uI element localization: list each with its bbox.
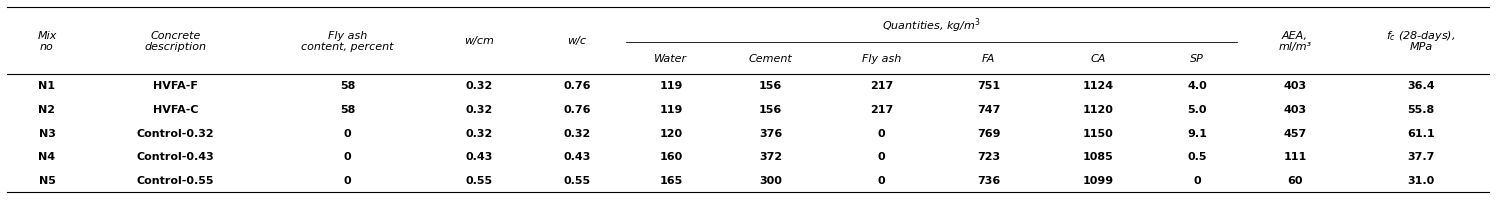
Text: 0.55: 0.55 [465,175,492,185]
Text: HVFA-F: HVFA-F [153,81,197,91]
Text: 0.32: 0.32 [564,128,591,138]
Text: w/cm: w/cm [464,36,494,46]
Text: 37.7: 37.7 [1408,152,1435,162]
Text: SP: SP [1191,53,1204,63]
Text: 36.4: 36.4 [1408,81,1435,91]
Text: 0: 0 [344,175,352,185]
Text: 5.0: 5.0 [1188,105,1207,115]
Text: N2: N2 [39,105,55,115]
Text: 217: 217 [869,105,893,115]
Text: 55.8: 55.8 [1408,105,1435,115]
Text: 120: 120 [660,128,682,138]
Text: 119: 119 [660,105,682,115]
Text: 1099: 1099 [1083,175,1115,185]
Text: 0: 0 [878,128,886,138]
Text: Fly ash: Fly ash [862,53,901,63]
Text: Mix: Mix [37,31,57,41]
Text: Control-0.55: Control-0.55 [138,175,214,185]
Text: 751: 751 [977,81,1001,91]
Text: 747: 747 [977,105,1001,115]
Text: Cement: Cement [748,53,793,63]
Text: 217: 217 [869,81,893,91]
Text: 9.1: 9.1 [1188,128,1207,138]
Text: 376: 376 [758,128,782,138]
Text: 4.0: 4.0 [1188,81,1207,91]
Text: Control-0.43: Control-0.43 [136,152,214,162]
Text: description: description [145,42,206,52]
Text: 160: 160 [660,152,682,162]
Text: content, percent: content, percent [301,42,393,52]
Text: 300: 300 [758,175,782,185]
Text: 723: 723 [977,152,1001,162]
Text: 403: 403 [1284,81,1306,91]
Text: 58: 58 [340,105,356,115]
Text: 0.32: 0.32 [465,105,492,115]
Text: 1120: 1120 [1083,105,1115,115]
Text: 165: 165 [660,175,682,185]
Text: 1150: 1150 [1083,128,1115,138]
Text: $f_c$ (28-days),: $f_c$ (28-days), [1387,29,1456,43]
Text: N1: N1 [39,81,55,91]
Text: N5: N5 [39,175,55,185]
Text: 0.55: 0.55 [564,175,591,185]
Text: FA: FA [981,53,995,63]
Text: Concrete: Concrete [151,31,200,41]
Text: 60: 60 [1287,175,1303,185]
Text: 403: 403 [1284,105,1306,115]
Text: 736: 736 [977,175,1001,185]
Text: 0: 0 [344,128,352,138]
Text: 0.32: 0.32 [465,128,492,138]
Text: w/c: w/c [567,36,586,46]
Text: Fly ash: Fly ash [328,31,368,41]
Text: 31.0: 31.0 [1408,175,1435,185]
Text: N3: N3 [39,128,55,138]
Text: N4: N4 [39,152,55,162]
Text: CA: CA [1091,53,1106,63]
Text: 0: 0 [878,175,886,185]
Text: 0.5: 0.5 [1188,152,1207,162]
Text: 0: 0 [878,152,886,162]
Text: 156: 156 [758,81,782,91]
Text: 111: 111 [1284,152,1306,162]
Text: 0.43: 0.43 [564,152,591,162]
Text: 1085: 1085 [1083,152,1115,162]
Text: 372: 372 [758,152,782,162]
Text: 0.32: 0.32 [465,81,492,91]
Text: 0.76: 0.76 [562,81,591,91]
Text: 0: 0 [344,152,352,162]
Text: 61.1: 61.1 [1408,128,1435,138]
Text: Control-0.32: Control-0.32 [136,128,214,138]
Text: 58: 58 [340,81,356,91]
Text: MPa: MPa [1409,42,1433,52]
Text: Water: Water [654,53,688,63]
Text: ml/m³: ml/m³ [1279,42,1312,52]
Text: 769: 769 [977,128,1001,138]
Text: 0.43: 0.43 [465,152,492,162]
Text: 457: 457 [1284,128,1306,138]
Text: 0.76: 0.76 [562,105,591,115]
Text: no: no [40,42,54,52]
Text: AEA,: AEA, [1282,31,1308,41]
Text: 156: 156 [758,105,782,115]
Text: HVFA-C: HVFA-C [153,105,199,115]
Text: 0: 0 [1194,175,1201,185]
Text: 119: 119 [660,81,682,91]
Text: 1124: 1124 [1083,81,1115,91]
Text: Quantities, kg/m$^3$: Quantities, kg/m$^3$ [881,16,980,34]
